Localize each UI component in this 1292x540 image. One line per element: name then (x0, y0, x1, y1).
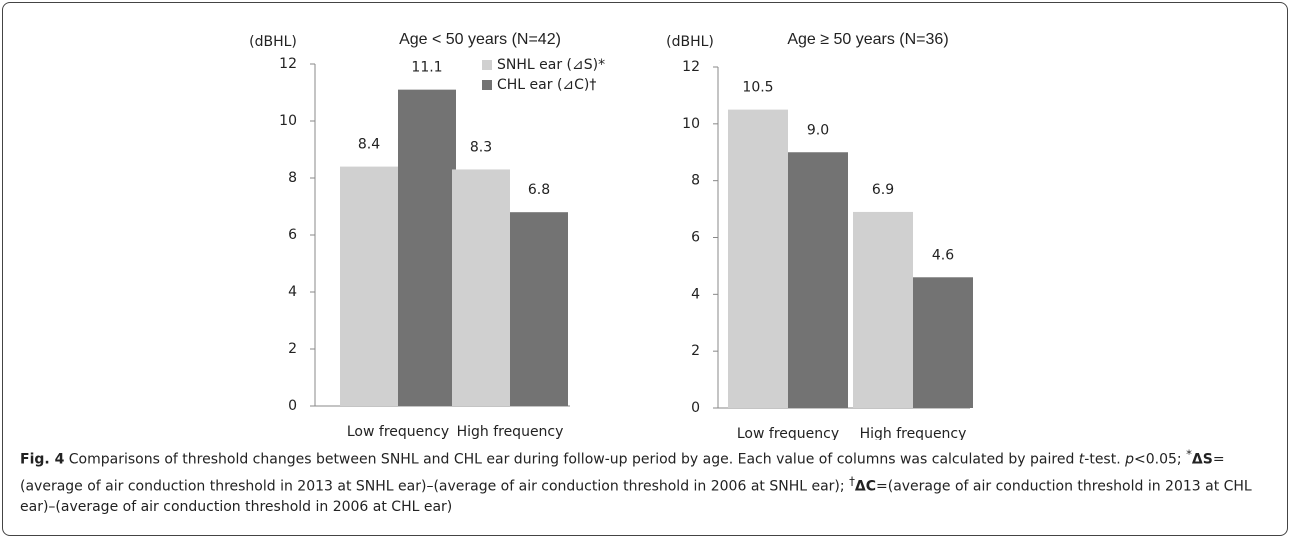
bar (788, 152, 848, 408)
y-tick-label: 12 (279, 56, 297, 72)
data-label: 10.5 (742, 80, 773, 96)
caption-text: =(average of air conduction threshold in… (20, 451, 1225, 495)
data-label: 4.6 (932, 247, 954, 263)
y-tick-label: 4 (691, 286, 700, 302)
caption-text: ΔC (854, 478, 876, 495)
x-tick-label: High frequency (860, 426, 967, 440)
y-tick-label: 2 (691, 343, 700, 359)
charts: Age < 50 years (N=42) (dBHL) 0 2 4 6 8 10 12 Low … (249, 31, 973, 440)
caption-text: =(average of air conduction threshold in… (20, 478, 1252, 516)
y-tick-label: 6 (691, 230, 700, 246)
bar (510, 212, 568, 406)
legend-label: CHL ear (⊿C)† (497, 77, 596, 93)
x-tick-label: Low frequency (737, 426, 839, 440)
data-label: 6.9 (872, 182, 894, 198)
bar (452, 169, 510, 406)
caption-text: * (1186, 447, 1192, 461)
y-tick-label: 2 (288, 341, 297, 357)
y-tick-label: 10 (279, 113, 297, 129)
chart-title: Age ≥ 50 years (N=36) (787, 31, 948, 48)
chart-title: Age < 50 years (N=42) (399, 31, 561, 48)
caption-text: -test. (1084, 451, 1126, 468)
bar (728, 109, 788, 408)
y-tick-label: 10 (682, 116, 700, 132)
bar (398, 89, 456, 407)
y-tick-label: 8 (691, 173, 700, 189)
data-label: 9.0 (807, 122, 829, 138)
caption-text: Comparisons of threshold changes between… (64, 451, 1079, 468)
legend-swatch (482, 60, 492, 70)
data-label: 8.4 (358, 137, 380, 153)
data-label: 8.3 (470, 139, 492, 155)
y-tick-label: 12 (682, 59, 700, 75)
data-label: 11.1 (411, 60, 442, 76)
bar (913, 277, 973, 408)
y-axis-label: (dBHL) (249, 34, 297, 50)
caption-text: ΔS (1191, 451, 1213, 468)
bar (340, 166, 398, 406)
data-label: 6.8 (528, 182, 550, 198)
caption: Fig. 4 Comparisons of threshold changes … (20, 444, 1275, 518)
y-tick-label: 6 (288, 227, 297, 243)
legend-label: SNHL ear (⊿S)* (497, 57, 605, 73)
caption-text: † (849, 473, 855, 488)
x-tick-label: Low frequency (347, 424, 449, 440)
y-tick-label: 0 (288, 398, 297, 414)
y-tick-label: 8 (288, 170, 297, 186)
caption-label: Fig. 4 (20, 451, 65, 468)
y-axis-label: (dBHL) (666, 34, 714, 50)
caption-text: <0.05; (1134, 451, 1187, 468)
bar (853, 211, 913, 408)
caption-text: p (1125, 451, 1135, 468)
y-tick-label: 0 (691, 400, 700, 416)
y-tick-label: 4 (288, 284, 297, 300)
x-tick-label: High frequency (457, 424, 564, 440)
caption-text: t (1078, 451, 1085, 468)
legend-swatch (482, 80, 492, 90)
